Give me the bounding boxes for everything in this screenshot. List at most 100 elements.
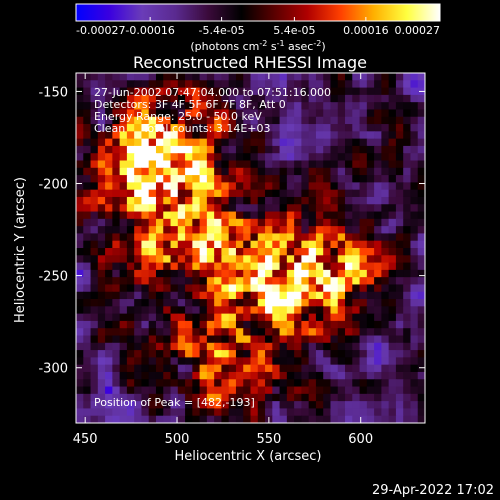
heatmap-cell — [148, 196, 157, 205]
heatmap-cell — [221, 109, 230, 118]
heatmap-cell — [323, 408, 332, 417]
heatmap-cell — [279, 233, 288, 242]
heatmap-cell — [250, 379, 259, 388]
heatmap-cell — [185, 138, 193, 147]
heatmap-cell — [221, 240, 230, 249]
heatmap-cell — [352, 306, 361, 315]
heatmap-cell — [366, 277, 375, 286]
heatmap-cell — [410, 320, 419, 329]
heatmap-cell — [301, 73, 310, 81]
heatmap-cell — [141, 284, 150, 293]
heatmap-cell — [126, 218, 135, 227]
heatmap-cell — [279, 124, 288, 132]
heatmap-cell — [199, 415, 208, 423]
heatmap-cell — [381, 320, 390, 329]
heatmap-cell — [83, 80, 92, 89]
heatmap-cell — [141, 357, 150, 366]
heatmap-cell — [337, 116, 346, 125]
heatmap-cell — [403, 226, 412, 235]
heatmap-cell — [105, 408, 113, 417]
heatmap-cell — [83, 320, 92, 329]
heatmap-cell — [105, 401, 113, 410]
heatmap-cell — [381, 102, 390, 111]
heatmap-cell — [141, 240, 150, 249]
heatmap-cell — [105, 94, 113, 103]
heatmap-cell — [126, 116, 135, 125]
heatmap-cell — [228, 277, 237, 286]
heatmap-cell — [374, 87, 382, 96]
heatmap-cell — [403, 160, 412, 169]
heatmap-cell — [177, 189, 186, 198]
heatmap-cell — [315, 211, 324, 220]
heatmap-cell — [90, 277, 99, 286]
heatmap-cell — [192, 80, 201, 89]
heatmap-cell — [286, 313, 295, 322]
heatmap-cell — [83, 218, 92, 227]
heatmap-cell — [214, 160, 223, 169]
heatmap-cell — [112, 80, 121, 89]
heatmap-cell — [214, 350, 223, 358]
heatmap-cell — [155, 269, 164, 278]
heatmap-cell — [403, 364, 412, 373]
heatmap-cell — [97, 401, 106, 410]
heatmap-cell — [265, 175, 273, 183]
heatmap-cell — [228, 211, 237, 220]
heatmap-cell — [257, 328, 266, 337]
heatmap-cell — [388, 204, 397, 213]
heatmap-cell — [141, 175, 150, 183]
heatmap-cell — [112, 255, 121, 264]
heatmap-cell — [272, 320, 281, 329]
heatmap-cell — [119, 269, 128, 278]
heatmap-cell — [228, 379, 237, 388]
heatmap-cell — [141, 211, 150, 220]
heatmap-cell — [163, 226, 172, 235]
heatmap-cell — [163, 277, 172, 286]
heatmap-cell — [345, 401, 353, 410]
heatmap-cell — [97, 153, 106, 162]
heatmap-cell — [286, 386, 295, 395]
heatmap-cell — [163, 109, 172, 118]
heatmap-cell — [90, 269, 99, 278]
heatmap-cell — [337, 393, 346, 402]
heatmap-cell — [235, 342, 244, 351]
heatmap-cell — [272, 109, 281, 118]
heatmap-cell — [294, 196, 302, 205]
heatmap-cell — [119, 350, 128, 358]
heatmap-cell — [294, 408, 302, 417]
heatmap-cell — [417, 357, 425, 366]
heatmap-cell — [221, 248, 230, 256]
heatmap-cell — [352, 80, 361, 89]
heatmap-cell — [90, 131, 99, 140]
heatmap-cell — [315, 299, 324, 307]
heatmap-cell — [185, 80, 193, 89]
heatmap-cell — [388, 131, 397, 140]
heatmap-cell — [206, 145, 215, 154]
heatmap-cell — [155, 335, 164, 344]
heatmap-cell — [119, 73, 128, 81]
heatmap-cell — [417, 350, 425, 358]
heatmap-cell — [330, 226, 339, 235]
heatmap-cell — [286, 415, 295, 423]
heatmap-cell — [308, 408, 317, 417]
heatmap-cell — [395, 80, 404, 89]
heatmap-cell — [155, 350, 164, 358]
heatmap-cell — [235, 167, 244, 176]
heatmap-cell — [148, 102, 157, 111]
heatmap-cell — [148, 350, 157, 358]
heatmap-cell — [323, 218, 332, 227]
heatmap-cell — [308, 401, 317, 410]
heatmap-cell — [381, 371, 390, 380]
heatmap-cell — [279, 73, 288, 81]
heatmap-cell — [359, 204, 368, 213]
heatmap-cell — [163, 204, 172, 213]
heatmap-cell — [134, 73, 143, 81]
heatmap-cell — [374, 371, 382, 380]
heatmap-cell — [90, 284, 99, 293]
heatmap-cell — [163, 160, 172, 169]
heatmap-cell — [119, 277, 128, 286]
heatmap-cell — [272, 124, 281, 132]
heatmap-cell — [366, 371, 375, 380]
heatmap-cell — [90, 386, 99, 395]
heatmap-cell — [366, 182, 375, 191]
heatmap-cell — [403, 196, 412, 205]
